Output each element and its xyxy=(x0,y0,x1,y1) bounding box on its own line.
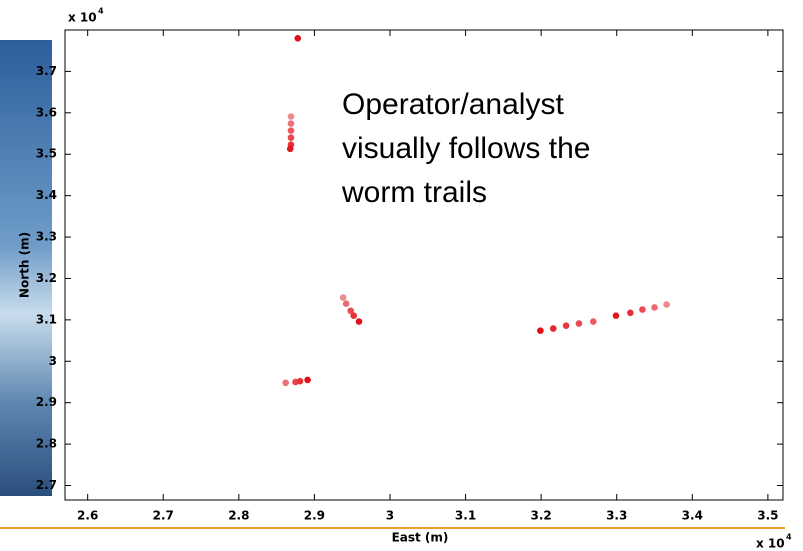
point xyxy=(639,306,646,313)
x-axis-label: East (m) xyxy=(392,531,449,545)
annotation: worm trails xyxy=(341,176,487,209)
point xyxy=(590,318,597,325)
point xyxy=(287,146,294,153)
x-tick-label: 2.6 xyxy=(77,509,98,523)
y-axis-label: North (m) xyxy=(18,232,32,298)
y-multiplier: x 10 xyxy=(68,11,97,25)
x-tick-label: 3.3 xyxy=(606,509,627,523)
point xyxy=(288,113,295,120)
x-multiplier: x 10 xyxy=(756,537,785,551)
y-exponent: 4 xyxy=(98,7,104,16)
chart: x 10 4 x 10 4 East (m) North (m) Operato… xyxy=(0,0,803,551)
point xyxy=(350,312,357,319)
x-tick-label: 2.8 xyxy=(228,509,249,523)
y-tick-label: 2.9 xyxy=(36,395,57,409)
point xyxy=(651,304,658,311)
annotation: visually follows the xyxy=(342,132,590,165)
point xyxy=(297,378,304,385)
y-tick-label: 3.6 xyxy=(36,105,57,119)
point xyxy=(613,312,620,319)
y-tick-label: 3 xyxy=(49,354,57,368)
point xyxy=(576,320,583,327)
y-tick-label: 3.1 xyxy=(36,312,57,326)
x-tick-label: 3.2 xyxy=(531,509,552,523)
x-exponent: 4 xyxy=(786,533,792,542)
point xyxy=(663,301,670,308)
point xyxy=(550,325,557,332)
y-tick-label: 2.8 xyxy=(36,437,57,451)
point xyxy=(288,134,295,141)
point xyxy=(294,35,301,42)
point xyxy=(288,127,295,134)
y-tick-label: 3.3 xyxy=(36,230,57,244)
point xyxy=(282,380,289,387)
point xyxy=(537,327,544,334)
y-tick-label: 3.2 xyxy=(36,271,57,285)
point xyxy=(627,310,634,317)
point xyxy=(340,294,347,301)
y-tick-label: 3.7 xyxy=(36,64,57,78)
x-tick-label: 2.9 xyxy=(304,509,325,523)
annotation: Operator/analyst xyxy=(342,88,564,121)
y-tick-label: 3.5 xyxy=(36,147,57,161)
x-tick-label: 3.1 xyxy=(455,509,476,523)
point xyxy=(343,300,350,307)
x-tick-label: 3.5 xyxy=(757,509,778,523)
point xyxy=(288,120,295,127)
point xyxy=(356,318,363,325)
point xyxy=(304,377,311,384)
page: x 10 4 x 10 4 East (m) North (m) Operato… xyxy=(0,0,803,551)
point xyxy=(563,322,570,329)
x-tick-label: 3 xyxy=(386,509,394,523)
y-tick-label: 3.4 xyxy=(36,188,57,202)
x-tick-label: 2.7 xyxy=(153,509,174,523)
y-tick-label: 2.7 xyxy=(36,478,57,492)
x-tick-label: 3.4 xyxy=(682,509,703,523)
